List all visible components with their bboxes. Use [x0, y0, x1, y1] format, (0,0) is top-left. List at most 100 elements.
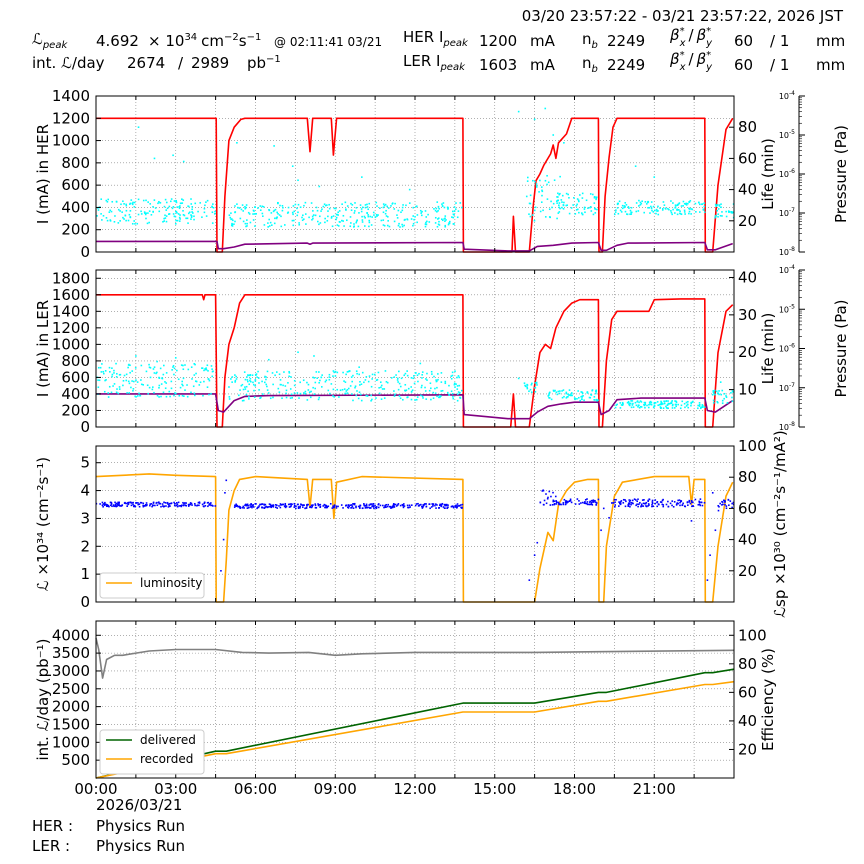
- scatter-point: [203, 502, 206, 505]
- scatter-point: [270, 505, 272, 507]
- scatter-point: [450, 375, 453, 377]
- scatter-point: [328, 373, 331, 376]
- scatter-point: [594, 390, 597, 392]
- scatter-point: [533, 554, 536, 556]
- scatter-point: [396, 377, 399, 380]
- scatter-point: [361, 215, 363, 218]
- scatter-point: [321, 374, 323, 376]
- scatter-point: [561, 206, 563, 209]
- scatter-point: [373, 214, 375, 216]
- scatter-point: [558, 193, 560, 196]
- scatter-point: [386, 215, 389, 218]
- scatter-point: [712, 390, 715, 392]
- series-line-gray: [95, 637, 735, 679]
- scatter-point: [459, 392, 461, 394]
- scatter-point: [675, 503, 678, 505]
- scatter-point: [443, 206, 446, 209]
- scatter-point: [178, 207, 181, 210]
- scatter-point: [548, 208, 551, 211]
- scatter-point: [685, 401, 688, 404]
- scatter-point: [312, 504, 314, 506]
- scatter-point: [417, 505, 420, 507]
- scatter-point: [432, 503, 435, 505]
- scatter-point: [277, 387, 280, 390]
- scatter-point: [447, 208, 449, 210]
- scatter-point: [314, 381, 317, 384]
- scatter-point: [166, 207, 169, 210]
- scatter-point: [436, 210, 438, 213]
- scatter-point: [262, 215, 264, 218]
- scatter-point: [652, 211, 655, 213]
- scatter-point: [667, 207, 669, 210]
- scatter-point: [597, 399, 599, 402]
- scatter-point: [703, 406, 706, 408]
- scatter-point: [289, 388, 292, 390]
- date-range: 03/20 23:57:22 - 03/21 23:57:22, 2026 JS…: [522, 7, 844, 25]
- scatter-point: [102, 503, 105, 505]
- scatter-point: [385, 215, 388, 217]
- scatter-point: [301, 219, 304, 222]
- scatter-point: [438, 396, 440, 399]
- scatter-point: [142, 505, 145, 508]
- scatter-point: [319, 506, 321, 509]
- scatter-point: [131, 370, 134, 372]
- scatter-point: [454, 506, 457, 508]
- scatter-point: [224, 492, 226, 494]
- scatter-point: [731, 502, 733, 505]
- scatter-point: [316, 377, 319, 379]
- scatter-point: [434, 209, 437, 212]
- x-tick-label: 00:00: [74, 780, 117, 798]
- scatter-point: [535, 183, 538, 185]
- scatter-point: [368, 221, 371, 224]
- scatter-point: [338, 210, 341, 212]
- scatter-point: [359, 504, 362, 507]
- scatter-point: [428, 389, 431, 392]
- scatter-point: [270, 212, 273, 214]
- scatter-point: [279, 503, 282, 505]
- scatter-point: [424, 225, 427, 228]
- scatter-point: [372, 211, 375, 214]
- scatter-point: [251, 506, 253, 509]
- scatter-point: [311, 504, 313, 507]
- scatter-point: [243, 399, 245, 402]
- pressure-tick-label: 10-6: [779, 168, 795, 179]
- scatter-point: [716, 401, 719, 404]
- scatter-point: [703, 202, 706, 204]
- her-ipeak-unit: mA: [530, 32, 556, 50]
- scatter-point: [461, 389, 463, 392]
- scatter-point: [246, 379, 249, 381]
- scatter-point: [583, 502, 586, 504]
- scatter-point: [650, 205, 652, 208]
- scatter-point: [276, 504, 278, 507]
- scatter-point: [244, 386, 246, 388]
- scatter-point: [191, 206, 194, 208]
- scatter-point: [394, 393, 396, 396]
- scatter-point: [637, 505, 639, 508]
- scatter-point: [715, 205, 717, 207]
- scatter-point: [366, 206, 369, 208]
- scatter-point: [183, 214, 186, 217]
- scatter-point: [358, 506, 361, 508]
- pressure-tick-label: 10-7: [779, 207, 795, 218]
- scatter-point: [440, 372, 443, 374]
- scatter-point: [148, 221, 150, 224]
- scatter-point: [182, 199, 185, 201]
- scatter-point: [724, 503, 726, 506]
- scatter-point: [425, 398, 428, 400]
- scatter-point: [164, 214, 166, 217]
- scatter-point: [627, 502, 630, 505]
- scatter-point: [266, 506, 268, 508]
- scatter-point: [176, 206, 179, 208]
- scatter-point: [630, 501, 633, 504]
- scatter-point: [190, 214, 192, 216]
- scatter-point: [546, 198, 549, 200]
- scatter-point: [690, 213, 692, 215]
- scatter-point: [274, 217, 276, 220]
- scatter-point: [172, 154, 174, 157]
- scatter-point: [179, 386, 182, 389]
- scatter-point: [640, 202, 643, 205]
- scatter-point: [382, 219, 385, 221]
- scatter-point: [121, 504, 123, 507]
- scatter-point: [287, 382, 289, 384]
- scatter-point: [440, 505, 443, 508]
